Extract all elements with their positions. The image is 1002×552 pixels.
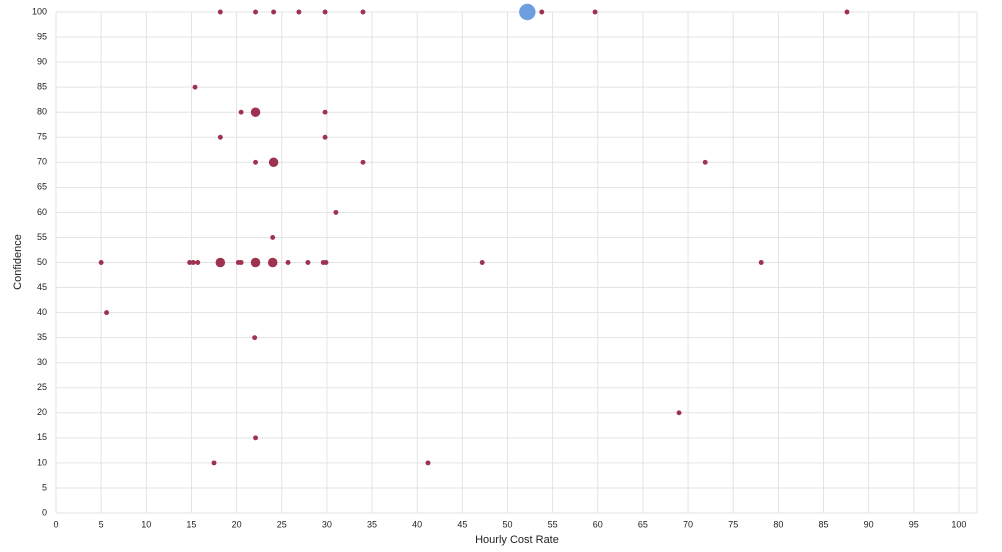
x-tick-label: 20 [232,519,242,529]
y-tick-label: 15 [37,432,47,442]
y-tick-label: 75 [37,132,47,142]
x-tick-label: 65 [638,519,648,529]
point [217,134,223,140]
y-axis-title: Confidence [12,234,24,290]
x-tick-label: 60 [593,519,603,529]
point [267,257,278,268]
point [250,257,261,268]
x-tick-label: 35 [367,519,377,529]
point [539,9,545,15]
point [270,235,276,240]
point [322,134,328,140]
y-tick-label: 20 [37,407,47,417]
y-tick-label: 100 [32,6,47,16]
y-tick-label: 40 [37,307,47,317]
point [479,260,485,265]
point [296,9,302,15]
x-tick-label: 70 [683,519,693,529]
y-tick-label: 60 [37,207,47,217]
y-tick-label: 10 [37,457,47,467]
x-tick-label: 30 [322,519,332,529]
point [190,260,196,265]
point [323,260,329,265]
point [592,9,598,15]
point [519,3,536,21]
x-tick-label: 0 [53,519,58,529]
y-tick-label: 90 [37,56,47,66]
y-tick-label: 55 [37,232,47,242]
point [253,9,258,15]
y-tick-label: 45 [37,282,47,292]
y-tick-label: 30 [37,357,47,367]
x-tick-label: 40 [412,519,422,529]
point [215,257,226,268]
x-tick-label: 50 [502,519,512,529]
y-tick-label: 0 [42,507,47,517]
y-tick-label: 65 [37,182,47,192]
point [322,109,328,115]
point [758,260,764,265]
y-tick-label: 85 [37,82,47,92]
point [702,159,708,165]
point [195,260,201,265]
point [305,260,311,265]
point [253,159,258,165]
x-tick-label: 80 [773,519,783,529]
point [253,435,258,441]
y-tick-label: 25 [37,382,47,392]
point [844,9,850,15]
point [217,9,223,15]
y-tick-label: 80 [37,107,47,117]
y-tick-label: 50 [37,257,47,267]
point [285,260,291,265]
point [676,410,682,416]
x-tick-label: 5 [99,519,104,529]
point [425,460,431,466]
point [211,460,217,466]
x-tick-label: 25 [277,519,287,529]
point [98,260,104,265]
y-tick-label: 5 [42,482,47,492]
point [333,209,339,215]
point [250,107,261,117]
point [252,335,258,341]
x-tick-label: 85 [818,519,828,529]
point [104,310,110,316]
point [192,84,198,90]
x-tick-label: 75 [728,519,738,529]
point [238,109,244,115]
point [238,260,244,265]
point [271,9,277,15]
point [187,260,193,265]
x-tick-label: 15 [186,519,196,529]
x-tick-label: 95 [909,519,919,529]
y-tick-label: 95 [37,31,47,41]
y-tick-label: 35 [37,332,47,342]
x-tick-label: 100 [951,519,966,529]
x-axis-title: Hourly Cost Rate [475,534,559,546]
point [322,9,328,15]
x-tick-label: 90 [864,519,874,529]
point [268,157,279,168]
point [360,159,366,165]
x-tick-label: 45 [457,519,467,529]
y-tick-label: 70 [37,157,47,167]
point [360,9,366,15]
x-tick-label: 55 [548,519,558,529]
x-tick-label: 10 [141,519,151,529]
